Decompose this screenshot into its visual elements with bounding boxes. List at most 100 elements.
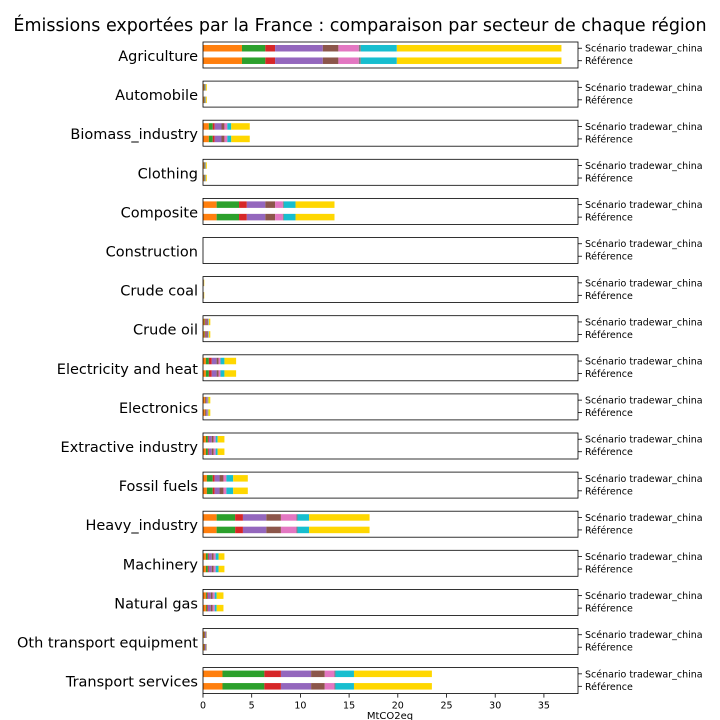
bar-segment [358,57,361,64]
sector-label: Extractive industry [61,440,199,456]
x-tick-label: 5 [249,701,255,712]
row-label: Référence [585,525,633,536]
bar-segment [266,526,281,534]
bar-segment [220,370,225,377]
bar-segment [205,331,207,338]
bar-segment [203,604,206,612]
sector-label: Biomass_industry [70,127,198,143]
row-label: Référence [585,95,633,106]
panel-frame [202,315,579,343]
bar-segment [216,201,240,208]
x-tick-label: 35 [538,701,550,712]
bar-segment [309,514,370,521]
panel-frame [202,41,579,69]
bar-segment [205,565,208,573]
bar-segment [207,553,209,560]
bar-segment [212,604,215,612]
bar-segment [210,604,213,612]
bar-segment [206,475,213,482]
row-label: Scénario tradewar_china [585,435,703,446]
bar-segment [297,514,310,521]
sector-label: Crude coal [120,284,198,300]
bar-segment [206,331,208,338]
bar-segment [210,592,213,599]
row-label: Scénario tradewar_china [585,239,703,250]
bar-segment [235,526,243,534]
sector-label: Heavy_industry [85,518,198,534]
row-label: Scénario tradewar_china [585,591,703,602]
bar-segment [242,526,267,534]
panel-frame [202,549,579,577]
bar-segment [211,553,214,560]
sector-label: Crude oil [133,323,198,339]
sector-panel: Transport services Scénario tradewar_chin… [65,667,703,694]
bar-segment [211,370,217,377]
bar-segment [280,670,312,678]
bar-segment [203,409,205,416]
bar-segment [295,201,335,208]
sector-panel: Fossil fuels Scénario tradewar_chinaRéfér… [119,471,703,499]
bar-segment [207,604,211,612]
panel-frame [202,197,579,225]
sector-panel: Electricity and heat Scénario tradewar_ch… [57,354,703,382]
bar-segment [213,435,216,443]
row-label: Scénario tradewar_china [585,200,703,211]
bar-segment [203,553,206,560]
bar-segment [205,592,207,599]
bar-segment [208,553,212,560]
bar-segment [208,396,211,404]
bar-segment [214,604,217,612]
bar-segment [358,44,361,52]
bar-segment [224,357,237,365]
bar-segment [205,162,207,169]
row-label: Référence [585,252,633,263]
row-label: Référence [585,486,633,497]
bar-segment [324,683,335,690]
bar-segment [226,487,234,495]
bar-segment [222,683,265,690]
bar-segment [208,409,211,416]
bar-segment [239,201,247,208]
sector-panel: Crude oil Scénario tradewar_china Référenc… [133,315,703,343]
bar-segment [203,487,207,495]
bar-segment [212,475,215,482]
panel-frame [202,119,579,147]
bar-segment [205,435,208,443]
bar-segment [280,683,312,690]
bar-segment [215,448,218,455]
bar-segment [264,670,281,678]
row-label: Scénario tradewar_china [585,474,703,485]
bar-segment [203,683,223,690]
row-label: Référence [585,134,633,145]
bar-segment [203,565,206,573]
bar-segment [275,57,323,64]
panel-frame [202,276,579,304]
bar-segment [280,526,297,534]
panel-frame [202,237,579,264]
bar-segment [275,201,283,208]
bar-segment [224,123,228,130]
bar-segment [207,592,211,599]
sector-label: Machinery [123,557,199,573]
row-label: Référence [585,565,633,576]
bar-segment [208,357,212,365]
bar-segment [203,318,205,326]
bar-segment [208,370,212,377]
bar-segment [204,643,206,651]
bar-segment [296,514,298,521]
bar-segment [203,370,206,377]
panel-frame [202,354,579,382]
bar-segment [203,592,206,599]
bar-segment [266,514,281,521]
bar-segment [203,643,204,651]
sector-panel: Machinery Scénario tradewar_china Référenc… [123,549,703,577]
row-label: Scénario tradewar_china [585,278,703,289]
panel-frame [202,432,579,460]
bar-segment [241,57,266,64]
bar-segment [396,57,562,64]
bar-segment [220,357,225,365]
sector-panel: Natural gas Scénario tradewar_china Référe… [114,589,703,616]
bar-segment [203,396,205,404]
bar-segment [207,448,209,455]
row-label: Référence [585,604,633,615]
